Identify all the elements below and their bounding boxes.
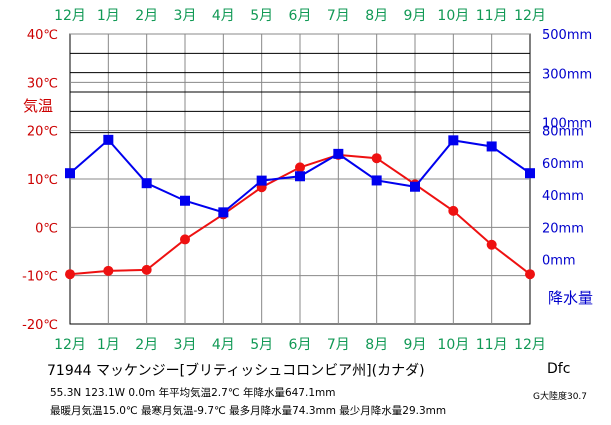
precipitation-point <box>141 178 152 189</box>
right-tick-label: 40mm <box>542 189 584 204</box>
precipitation-point <box>486 141 497 152</box>
precipitation-point <box>371 175 382 186</box>
month-label-top: 4月 <box>212 8 235 24</box>
temperature-point <box>103 265 114 276</box>
month-label-bottom: 1月 <box>97 337 120 353</box>
right-tick-label: 500mm <box>542 28 592 43</box>
month-label-bottom: 8月 <box>365 337 388 353</box>
month-label-bottom: 7月 <box>327 337 350 353</box>
right-tick-label: 300mm <box>542 68 592 83</box>
precipitation-point <box>256 175 267 186</box>
left-tick-label: -20℃ <box>22 318 58 333</box>
precipitation-point <box>295 171 305 182</box>
month-label-top: 11月 <box>476 8 508 24</box>
temperature-point <box>65 269 75 280</box>
left-axis-title: 気温 <box>23 97 53 115</box>
right-tick-label: 60mm <box>542 157 584 172</box>
temperature-point <box>295 162 305 173</box>
precipitation-point <box>180 195 190 206</box>
month-label-top: 9月 <box>404 8 427 24</box>
month-label-top: 6月 <box>289 8 312 24</box>
month-label-top: 12月 <box>54 8 86 24</box>
temperature-point <box>371 153 382 164</box>
month-label-top: 12月 <box>514 8 546 24</box>
precipitation-point <box>333 148 344 159</box>
precipitation-point <box>218 207 229 218</box>
right-tick-label: 80mm <box>542 125 584 140</box>
month-label-top: 10月 <box>437 8 469 24</box>
month-label-bottom: 12月 <box>514 337 546 353</box>
month-label-bottom: 6月 <box>289 337 312 353</box>
left-tick-label: 20℃ <box>27 125 58 140</box>
month-label-bottom: 3月 <box>174 337 197 353</box>
month-label-top: 7月 <box>327 8 350 24</box>
month-label-bottom: 12月 <box>54 337 86 353</box>
precipitation-point <box>410 181 420 192</box>
month-label-top: 2月 <box>135 8 158 24</box>
left-tick-label: -10℃ <box>22 270 58 285</box>
month-label-top: 1月 <box>97 8 120 24</box>
temperature-point <box>486 239 497 250</box>
left-tick-label: 10℃ <box>27 173 58 188</box>
temperature-point <box>525 269 535 280</box>
precipitation-point <box>103 134 114 145</box>
temperature-point <box>141 264 152 275</box>
month-label-bottom: 2月 <box>135 337 158 353</box>
month-label-top: 5月 <box>250 8 273 24</box>
month-label-bottom: 11月 <box>476 337 508 353</box>
month-label-top: 3月 <box>174 8 197 24</box>
precipitation-point <box>448 135 459 146</box>
month-label-bottom: 9月 <box>404 337 427 353</box>
month-label-bottom: 4月 <box>212 337 235 353</box>
temperature-point <box>448 205 459 216</box>
left-tick-label: 40℃ <box>27 28 58 43</box>
precipitation-point <box>65 168 75 179</box>
right-axis-title: 降水量 <box>548 289 593 307</box>
month-label-bottom: 10月 <box>437 337 469 353</box>
temperature-point <box>180 234 190 245</box>
right-tick-label: 100mm <box>542 117 592 132</box>
left-tick-label: 30℃ <box>27 76 58 91</box>
right-tick-label: 20mm <box>542 221 584 236</box>
precipitation-point <box>525 168 535 179</box>
right-tick-label: 0mm <box>542 254 576 269</box>
left-tick-label: 0℃ <box>35 221 58 236</box>
month-label-bottom: 5月 <box>250 337 273 353</box>
month-label-top: 8月 <box>365 8 388 24</box>
